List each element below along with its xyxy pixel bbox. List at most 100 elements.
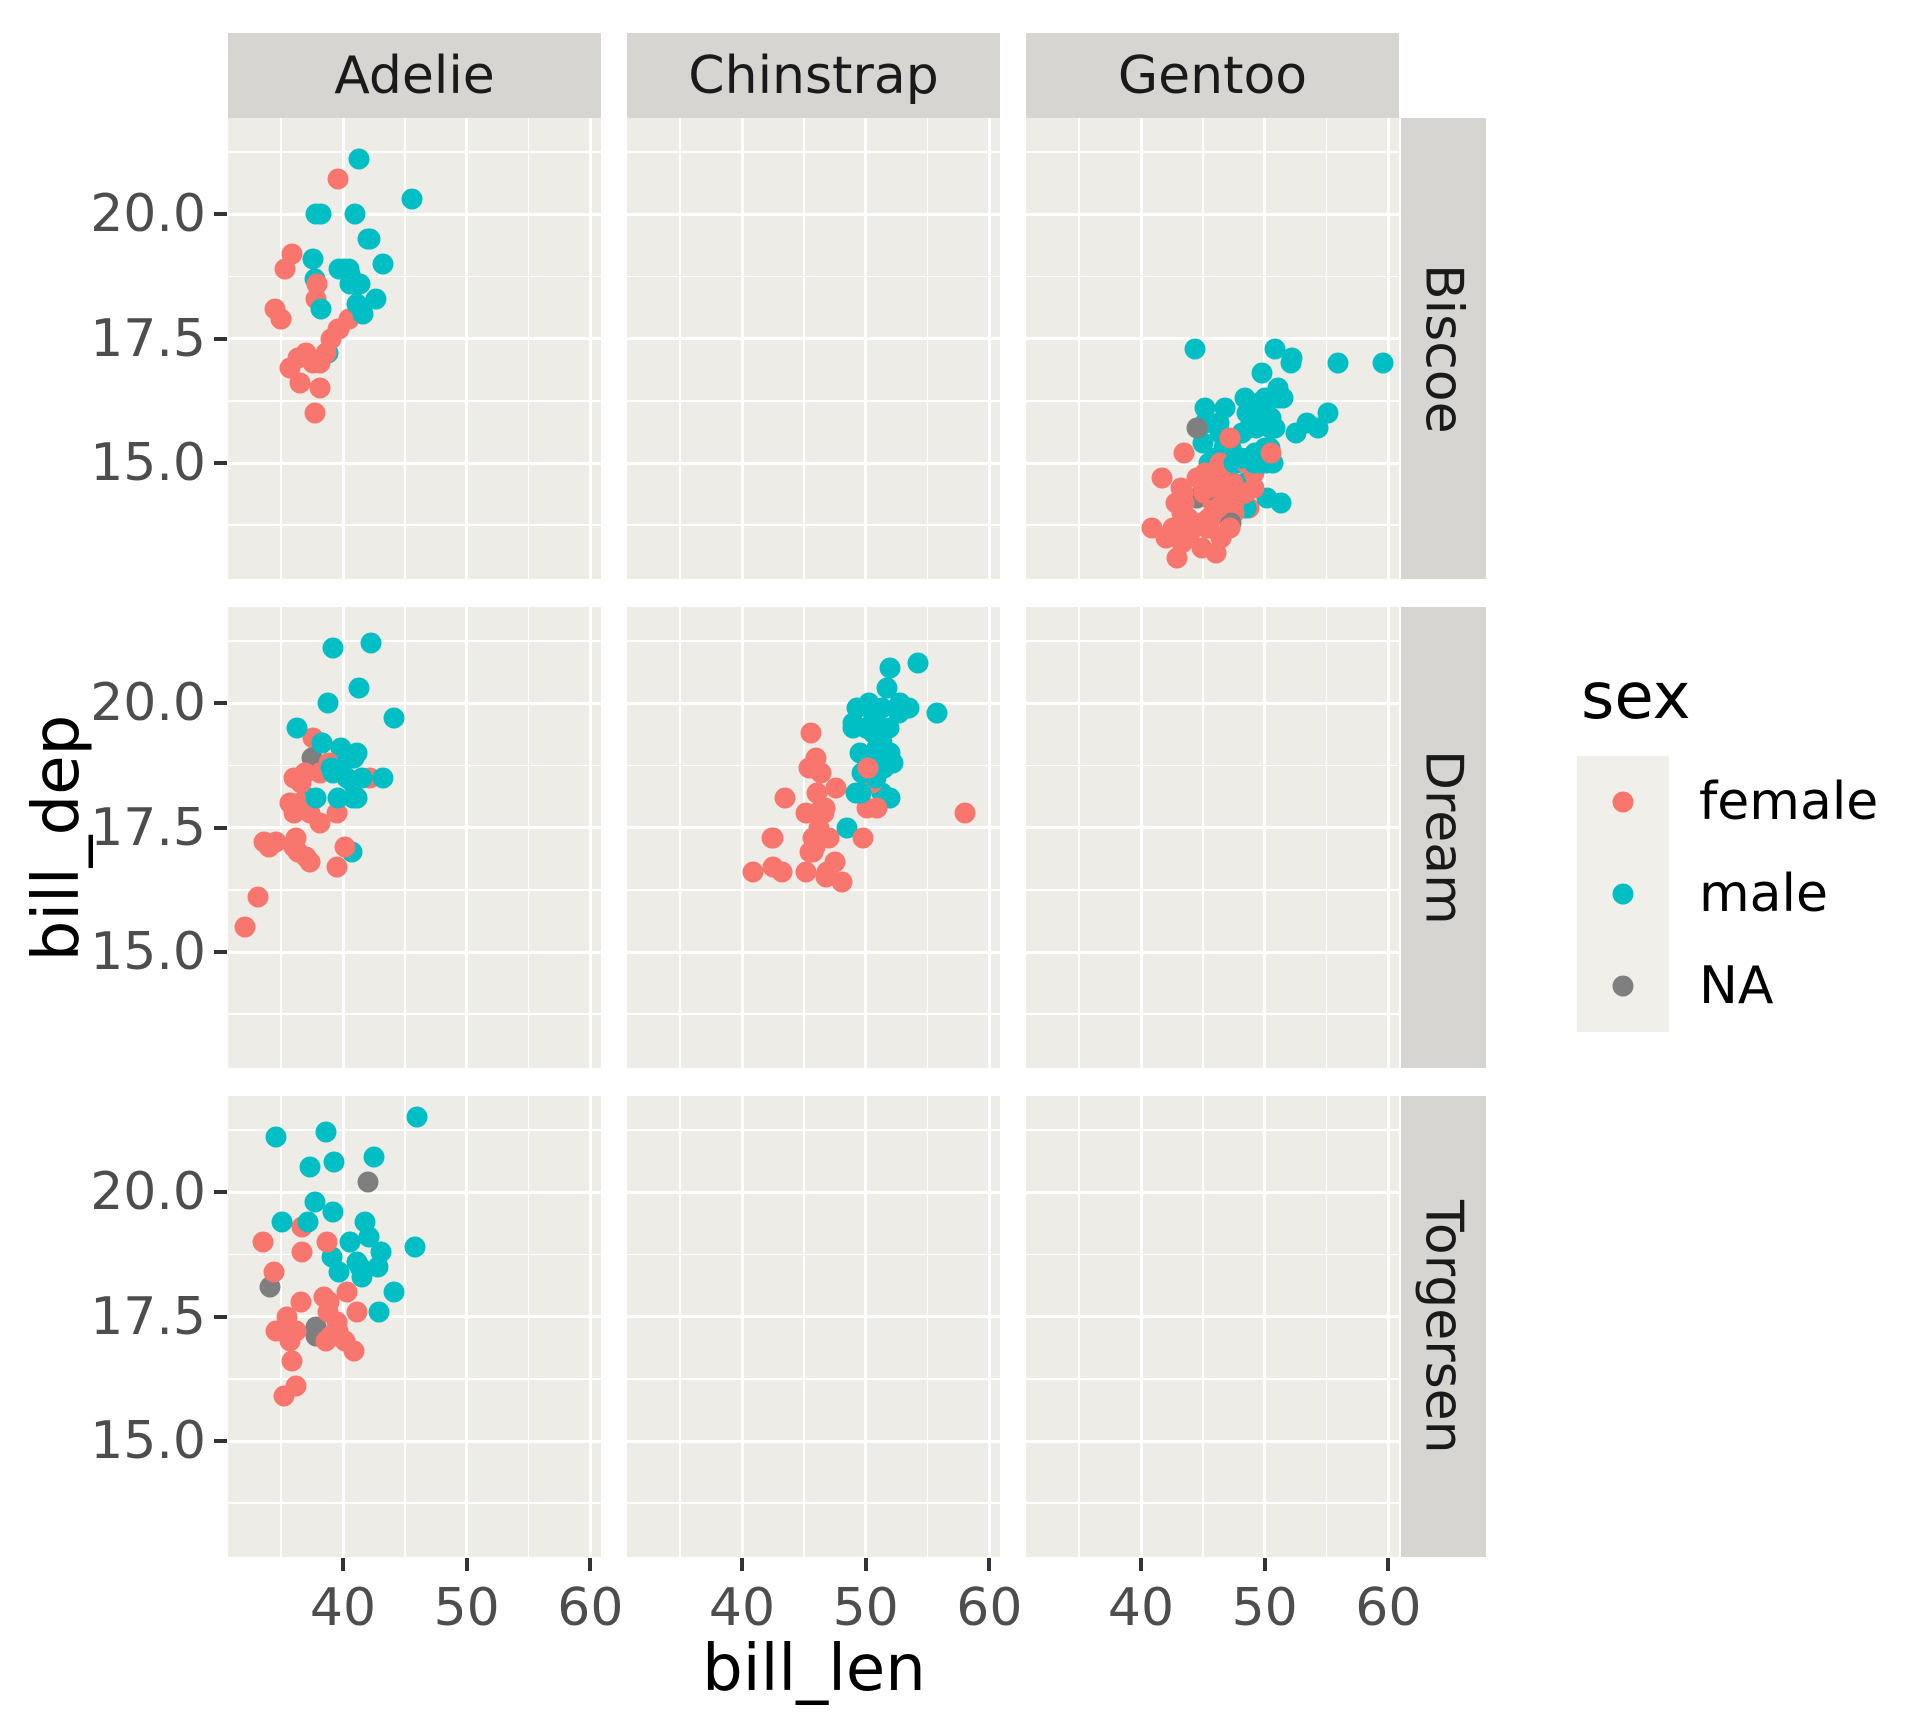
y-axis-title: bill_dep <box>20 714 94 962</box>
legend-point-na-icon <box>1612 975 1634 997</box>
grid-line-vertical <box>803 1096 805 1557</box>
grid-line-vertical <box>1325 118 1328 579</box>
grid-line-horizontal <box>1026 1439 1399 1443</box>
grid-line-vertical <box>1078 607 1080 1068</box>
grid-line-horizontal <box>228 950 601 954</box>
x-tick-label: 40 <box>1107 1578 1175 1638</box>
x-tick-mark <box>863 1558 868 1571</box>
facet-col-label: Chinstrap <box>688 45 939 106</box>
data-point <box>876 677 898 699</box>
grid-line-horizontal <box>228 337 601 341</box>
grid-line-horizontal <box>1026 1190 1399 1194</box>
data-point <box>306 273 328 295</box>
data-point <box>850 782 872 804</box>
grid-line-horizontal <box>627 640 1000 642</box>
data-point <box>323 1151 345 1173</box>
grid-line-horizontal <box>228 461 601 465</box>
data-point <box>358 1226 380 1248</box>
data-point <box>1372 352 1394 374</box>
grid-line-horizontal <box>1026 950 1399 954</box>
data-point <box>401 188 423 210</box>
grid-line-horizontal <box>1026 1253 1399 1256</box>
data-point <box>1317 402 1339 424</box>
data-point <box>1252 397 1274 419</box>
data-point <box>315 1121 337 1143</box>
data-point <box>879 657 901 679</box>
data-point <box>265 1126 287 1148</box>
grid-line-horizontal <box>627 889 1000 891</box>
data-point <box>1186 417 1208 439</box>
data-point <box>328 258 350 280</box>
facet-row-strip-torgersen: Torgersen <box>1401 1096 1486 1557</box>
data-point <box>1172 482 1194 504</box>
grid-line-horizontal <box>627 1190 1000 1194</box>
data-point <box>365 288 387 310</box>
data-point <box>279 792 301 814</box>
grid-line-vertical <box>740 1096 744 1557</box>
data-point <box>285 1320 307 1342</box>
x-tick-mark <box>464 1558 469 1571</box>
legend-entry-na: NA <box>1577 940 1878 1032</box>
data-point <box>304 402 326 424</box>
data-point <box>315 1330 337 1352</box>
data-point <box>317 692 339 714</box>
facet-row-strip-biscoe: Biscoe <box>1401 118 1486 579</box>
data-point <box>1260 442 1282 464</box>
data-point <box>281 1350 303 1372</box>
data-point <box>265 831 287 853</box>
x-tick-label: 50 <box>1231 1578 1298 1638</box>
data-point <box>1264 338 1286 359</box>
grid-line-vertical <box>1139 1096 1143 1557</box>
data-point <box>310 203 332 225</box>
grid-line-horizontal <box>228 889 601 891</box>
y-tick-label: 15.0 <box>90 433 206 493</box>
data-point <box>1219 517 1241 539</box>
grid-line-horizontal <box>1026 212 1399 216</box>
data-point <box>370 1241 392 1263</box>
data-point <box>907 652 929 674</box>
data-point <box>762 856 784 878</box>
data-point <box>857 757 879 779</box>
legend-key <box>1577 940 1669 1032</box>
grid-line-vertical <box>740 118 744 579</box>
x-tick-label: 40 <box>708 1578 776 1638</box>
data-point <box>234 916 256 938</box>
data-point <box>1296 412 1318 434</box>
data-point <box>310 298 332 320</box>
legend-label: NA <box>1699 956 1774 1016</box>
data-point <box>334 836 356 858</box>
data-point <box>831 871 853 893</box>
grid-line-vertical <box>1386 1096 1390 1557</box>
facet-col-strip-adelie: Adelie <box>228 33 601 118</box>
data-point <box>810 762 832 784</box>
x-tick-label: 60 <box>1355 1578 1422 1638</box>
x-tick-label: 40 <box>309 1578 377 1638</box>
grid-line-vertical <box>1263 1096 1267 1557</box>
grid-line-horizontal <box>228 1013 601 1015</box>
data-point <box>357 1171 379 1193</box>
legend-entry-female: female <box>1577 756 1878 848</box>
grid-line-vertical <box>1202 607 1204 1068</box>
data-point <box>1281 347 1303 369</box>
panel-torgersen-chinstrap <box>627 1096 1000 1557</box>
x-tick-mark <box>987 1558 992 1571</box>
grid-line-vertical <box>527 118 530 579</box>
data-point <box>346 787 368 809</box>
grid-line-vertical <box>740 607 744 1068</box>
data-point <box>1194 462 1216 484</box>
grid-line-vertical <box>1386 118 1390 579</box>
panel-biscoe-gentoo <box>1026 118 1399 579</box>
y-tick-label: 17.5 <box>90 1286 206 1347</box>
grid-line-vertical <box>803 118 805 579</box>
data-point <box>1191 537 1213 559</box>
data-point <box>762 827 784 848</box>
data-point <box>882 752 904 774</box>
grid-line-vertical <box>987 118 991 579</box>
data-point <box>742 861 764 883</box>
data-point <box>846 697 868 719</box>
data-point <box>372 253 394 275</box>
grid-line-horizontal <box>1026 701 1399 705</box>
data-point <box>383 1281 405 1303</box>
y-tick-label: 20.0 <box>90 1162 206 1223</box>
grid-line-horizontal <box>1026 889 1399 891</box>
